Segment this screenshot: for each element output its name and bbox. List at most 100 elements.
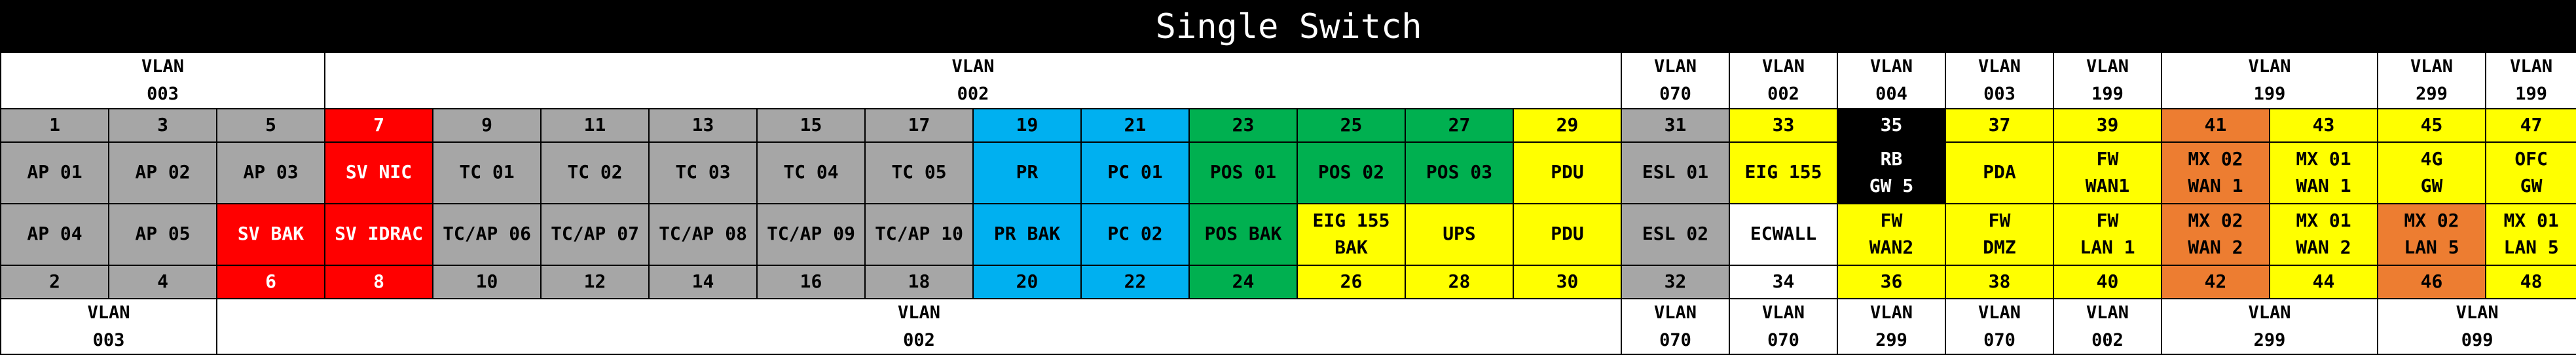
vlan-label: VLAN 199	[2161, 52, 2378, 109]
port-number: 29	[1513, 107, 1622, 143]
vlan-label: VLAN 003	[0, 297, 217, 355]
port-number: 30	[1513, 264, 1622, 299]
port-number: 37	[1945, 107, 2054, 143]
port-number: 15	[756, 107, 866, 143]
port-label: MX 01 WAN 1	[2269, 141, 2378, 204]
port-label: PR BAK	[972, 202, 1082, 266]
port-number: 7	[324, 107, 433, 143]
vlan-label: VLAN 070	[1729, 297, 1838, 355]
odd-port-number-row: 1 3 5 7 9 11 13 15 17 19 21 23 25 27 29 31 33 35 37 39 41 43 4…	[0, 107, 2576, 143]
vlan-label: VLAN 002	[1729, 52, 1838, 109]
port-number: 12	[540, 264, 650, 299]
port-label: EIG 155 BAK	[1297, 202, 1406, 266]
port-label: ESL 01	[1621, 141, 1730, 204]
port-number: 2	[0, 264, 109, 299]
port-number: 22	[1080, 264, 1190, 299]
port-label: OFC GW	[2484, 141, 2576, 204]
vlan-label: VLAN 199	[2484, 52, 2576, 109]
vlan-label: VLAN 299	[1837, 297, 1946, 355]
port-label: TC/AP 08	[648, 202, 758, 266]
port-label: PDU	[1513, 202, 1622, 266]
port-label: POS BAK	[1188, 202, 1298, 266]
port-number: 27	[1405, 107, 1514, 143]
port-label: TC/AP 10	[864, 202, 974, 266]
port-label: PC 02	[1080, 202, 1190, 266]
port-label: AP 01	[0, 141, 109, 204]
port-label: TC 04	[756, 141, 866, 204]
port-label: EIG 155	[1729, 141, 1838, 204]
port-label: TC/AP 07	[540, 202, 650, 266]
port-number: 43	[2269, 107, 2378, 143]
port-number: 16	[756, 264, 866, 299]
port-label: POS 01	[1188, 141, 1298, 204]
port-number: 31	[1621, 107, 1730, 143]
port-label: MX 02 LAN 5	[2377, 202, 2486, 266]
vlan-label: VLAN 070	[1945, 297, 2054, 355]
port-label: SV NIC	[324, 141, 433, 204]
port-label: PC 01	[1080, 141, 1190, 204]
port-label: SV BAK	[216, 202, 325, 266]
port-label: SV IDRAC	[324, 202, 433, 266]
port-number: 45	[2377, 107, 2486, 143]
vlan-label: VLAN 002	[2053, 297, 2162, 355]
vlan-label: VLAN 299	[2161, 297, 2378, 355]
port-number: 36	[1837, 264, 1946, 299]
port-label: AP 04	[0, 202, 109, 266]
port-number: 19	[972, 107, 1082, 143]
odd-port-name-row: AP 01 AP 02 AP 03 SV NIC TC 01 TC 02 TC 03 TC 0…	[0, 141, 2576, 204]
port-number: 47	[2484, 107, 2576, 143]
port-number: 34	[1729, 264, 1838, 299]
port-number: 8	[324, 264, 433, 299]
port-label: PR	[972, 141, 1082, 204]
port-number: 39	[2053, 107, 2162, 143]
port-number: 38	[1945, 264, 2054, 299]
port-number: 1	[0, 107, 109, 143]
port-label: FW DMZ	[1945, 202, 2054, 266]
port-number: 21	[1080, 107, 1190, 143]
port-label: 4G GW	[2377, 141, 2486, 204]
port-label: AP 03	[216, 141, 325, 204]
port-label: POS 03	[1405, 141, 1514, 204]
port-number: 25	[1297, 107, 1406, 143]
vlan-label: VLAN 299	[2377, 52, 2486, 109]
port-number: 46	[2377, 264, 2486, 299]
port-number: 3	[108, 107, 217, 143]
vlan-label: VLAN 002	[216, 297, 1622, 355]
port-label: RB GW 5	[1837, 141, 1946, 204]
port-label: ECWALL	[1729, 202, 1838, 266]
port-label: UPS	[1405, 202, 1514, 266]
port-number: 10	[432, 264, 542, 299]
port-number: 40	[2053, 264, 2162, 299]
vlan-label: VLAN 003	[0, 52, 325, 109]
port-number: 14	[648, 264, 758, 299]
port-label: TC/AP 09	[756, 202, 866, 266]
port-number: 48	[2484, 264, 2576, 299]
even-port-name-row: AP 04 AP 05 SV BAK SV IDRAC TC/AP 06 TC/AP 07…	[0, 202, 2576, 266]
port-number: 23	[1188, 107, 1298, 143]
port-number: 32	[1621, 264, 1730, 299]
vlan-label: VLAN 199	[2053, 52, 2162, 109]
port-number: 28	[1405, 264, 1514, 299]
port-label: TC 01	[432, 141, 542, 204]
port-label: AP 05	[108, 202, 217, 266]
port-number: 42	[2161, 264, 2270, 299]
port-label: MX 01 WAN 2	[2269, 202, 2378, 266]
port-number: 35	[1837, 107, 1946, 143]
top-vlan-row: VLAN 003 VLAN 002 VLAN 070 VLAN 002 VLAN 004…	[0, 52, 2576, 109]
port-number: 6	[216, 264, 325, 299]
port-number: 13	[648, 107, 758, 143]
port-number: 9	[432, 107, 542, 143]
port-label: PDU	[1513, 141, 1622, 204]
port-label: TC 02	[540, 141, 650, 204]
port-label: MX 02 WAN 1	[2161, 141, 2270, 204]
port-label: FW LAN 1	[2053, 202, 2162, 266]
port-label: TC 05	[864, 141, 974, 204]
port-number: 18	[864, 264, 974, 299]
port-number: 44	[2269, 264, 2378, 299]
port-label: POS 02	[1297, 141, 1406, 204]
port-number: 17	[864, 107, 974, 143]
port-label: AP 02	[108, 141, 217, 204]
even-port-number-row: 2 4 6 8 10 12 14 16 18 20 22 24 26 28 30 32 34 36 38 40 42 44…	[0, 264, 2576, 299]
port-number: 20	[972, 264, 1082, 299]
